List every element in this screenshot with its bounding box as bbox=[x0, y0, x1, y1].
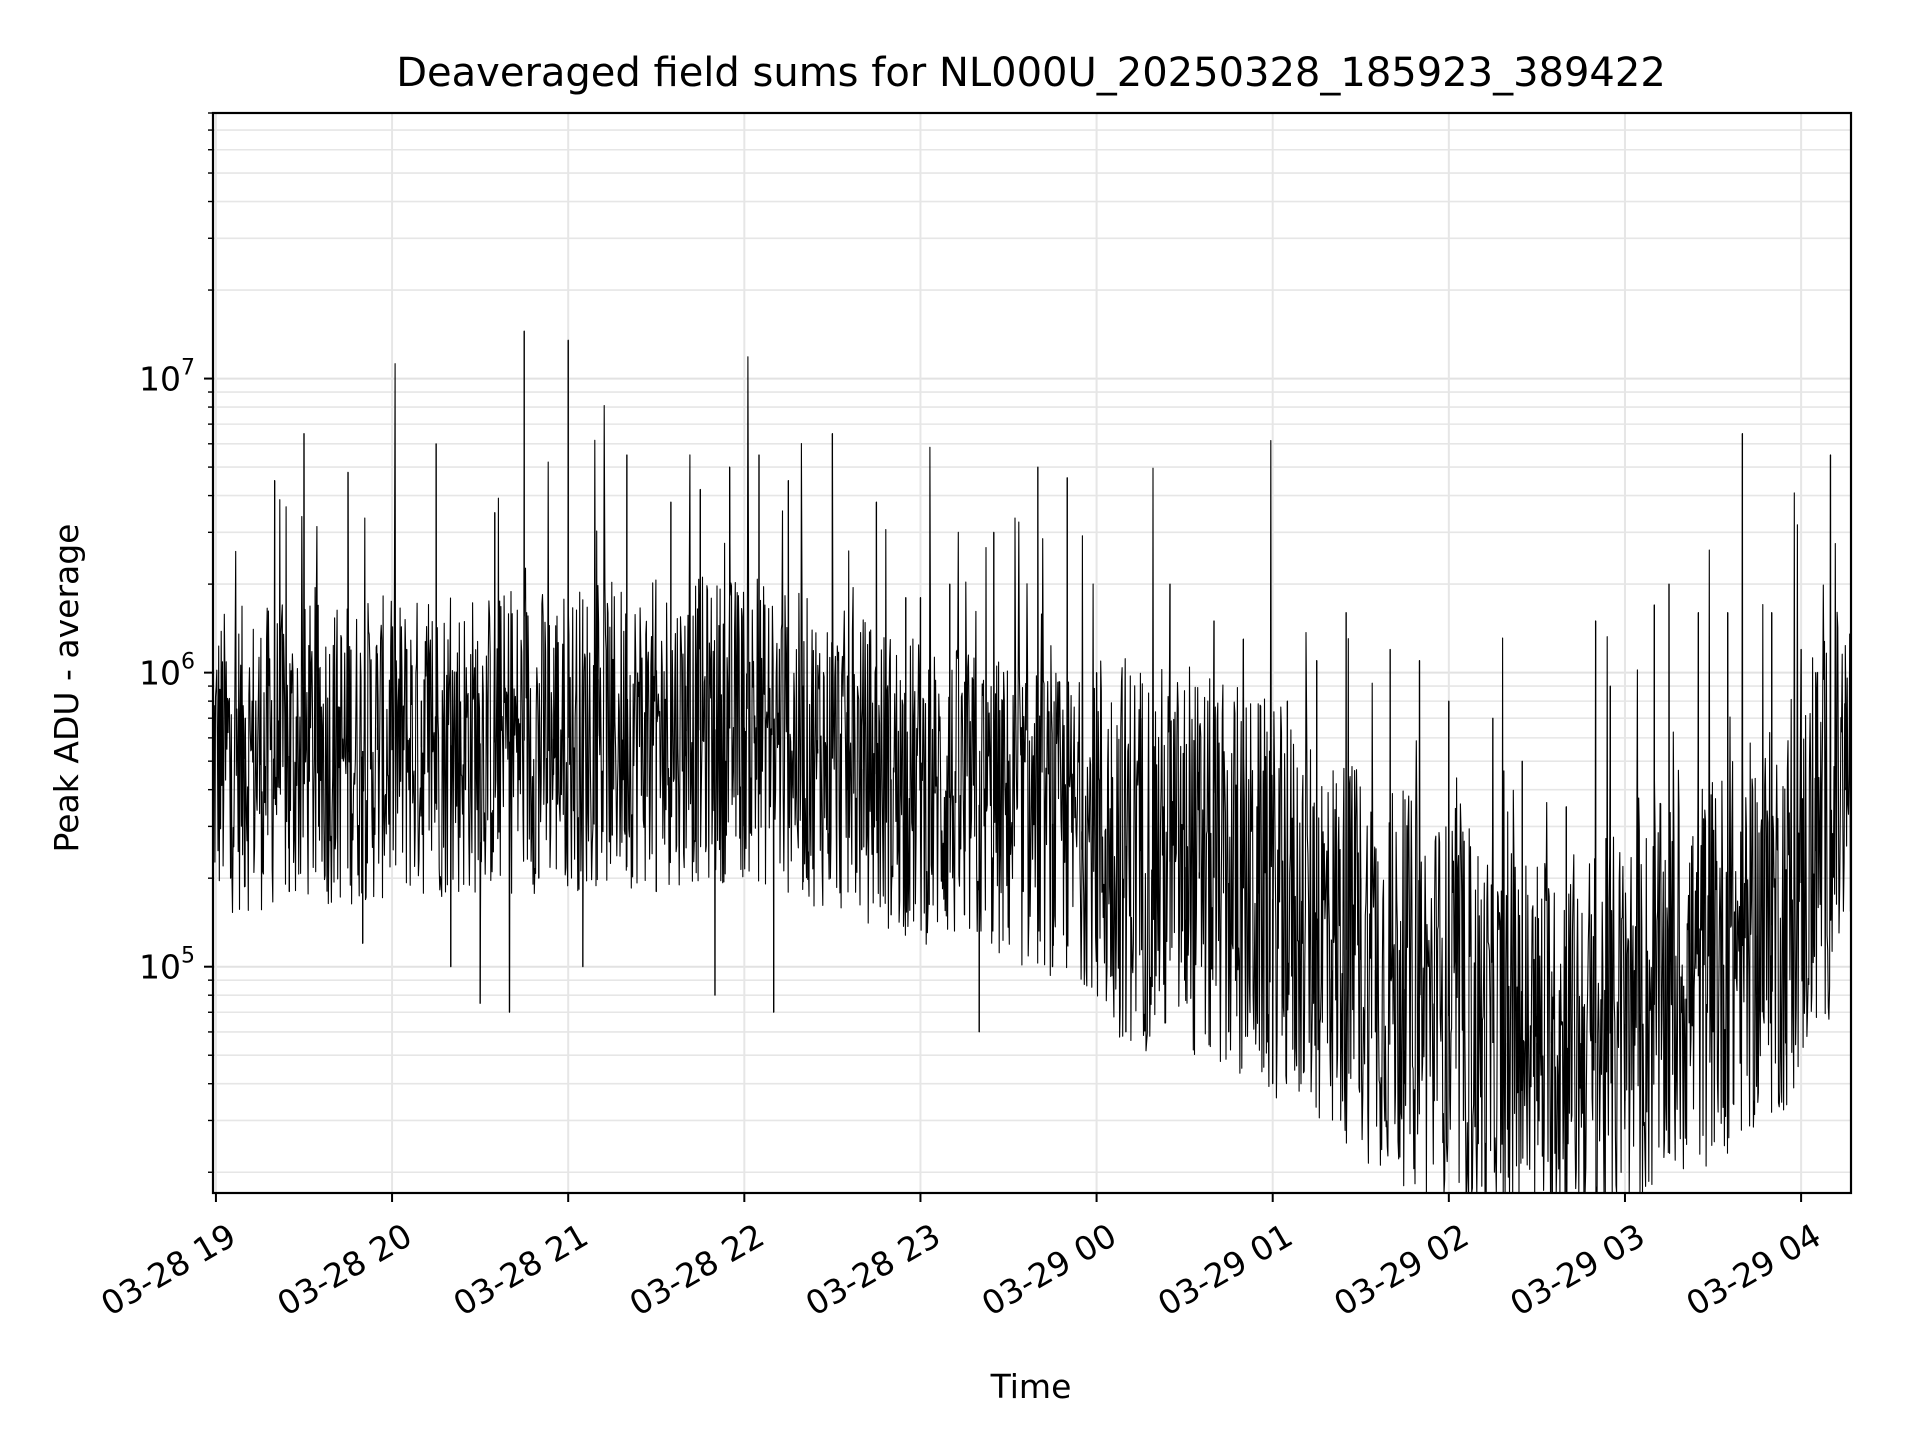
chart-title: Deaveraged field sums for NL000U_2025032… bbox=[396, 50, 1666, 96]
y-tick-label: 107 bbox=[139, 356, 195, 399]
y-axis: 105 106 107 bbox=[139, 112, 213, 1173]
x-axis-label: Time bbox=[990, 1367, 1072, 1406]
plot-frame bbox=[211, 111, 1853, 1195]
y-tick-label: 105 bbox=[139, 944, 195, 987]
series-group bbox=[212, 330, 1852, 1194]
y-tick-label: 106 bbox=[139, 650, 195, 693]
y-axis-label: Peak ADU - average bbox=[47, 524, 86, 853]
series-line bbox=[212, 330, 1852, 1194]
